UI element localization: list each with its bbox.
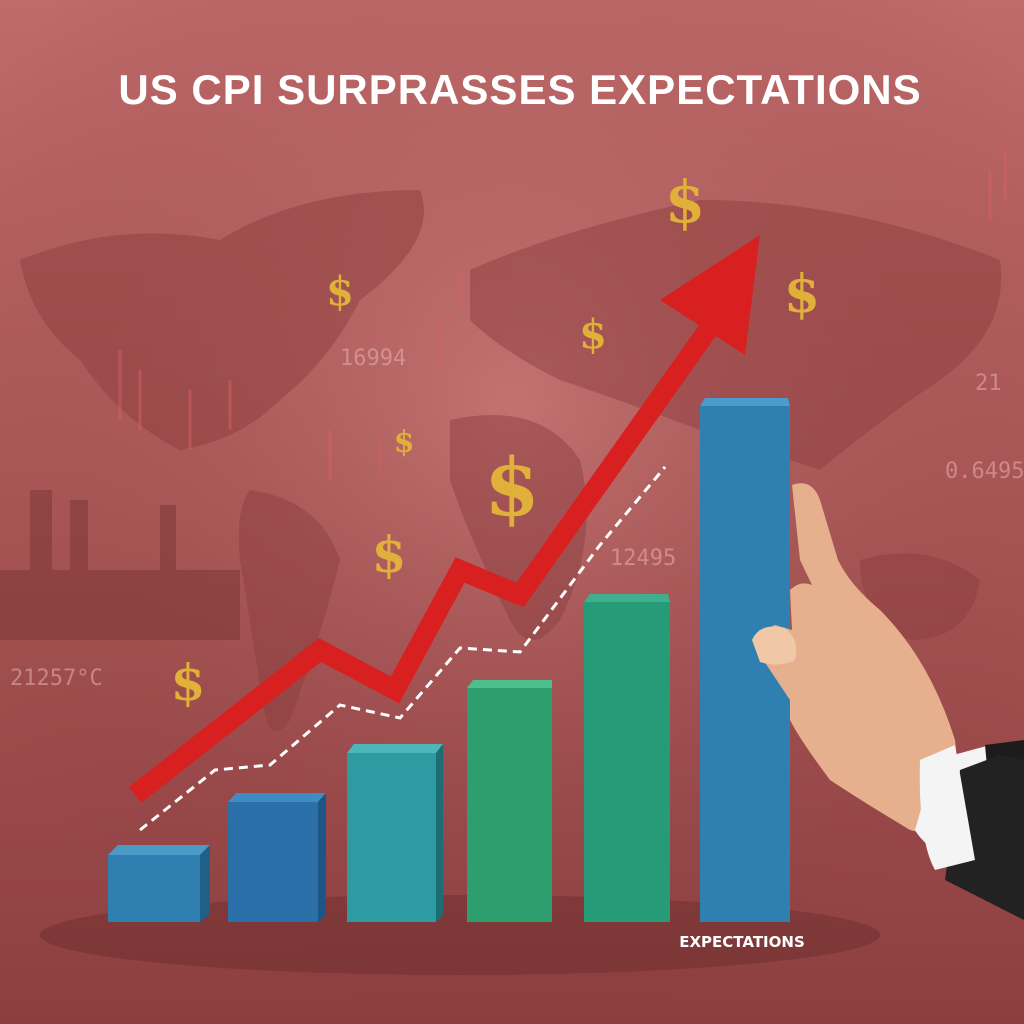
- dollar-sign: $: [171, 653, 206, 712]
- dollar-sign: $: [665, 168, 705, 236]
- bar: [347, 744, 443, 922]
- dollar-sign: $: [372, 525, 407, 584]
- dollar-sign: $: [579, 311, 607, 358]
- dollar-sign: $: [784, 264, 820, 325]
- background-number: 12495: [610, 546, 676, 571]
- candlesticks: [118, 150, 1007, 480]
- red-arrow: [128, 235, 760, 803]
- bar: [108, 845, 210, 922]
- bar: [584, 594, 670, 922]
- bar: [467, 680, 552, 922]
- hand: [752, 483, 1024, 920]
- dollar-sign: $: [326, 268, 354, 315]
- bars: [108, 398, 790, 922]
- background-number: 16994: [340, 346, 406, 371]
- background-number: 21257°C: [10, 666, 103, 691]
- dollar-sign: $: [394, 425, 415, 460]
- background-number: 0.6495: [945, 459, 1024, 484]
- background-number: 21: [975, 371, 1002, 396]
- dashed-trend-line: [139, 466, 667, 832]
- factory-silhouette: [0, 490, 240, 640]
- dollar-sign: $: [484, 440, 540, 534]
- bar: [228, 793, 326, 922]
- bar-label: EXPECTATIONS: [679, 933, 805, 951]
- title: US CPI SURPRASSES EXPECTATIONS: [118, 66, 921, 113]
